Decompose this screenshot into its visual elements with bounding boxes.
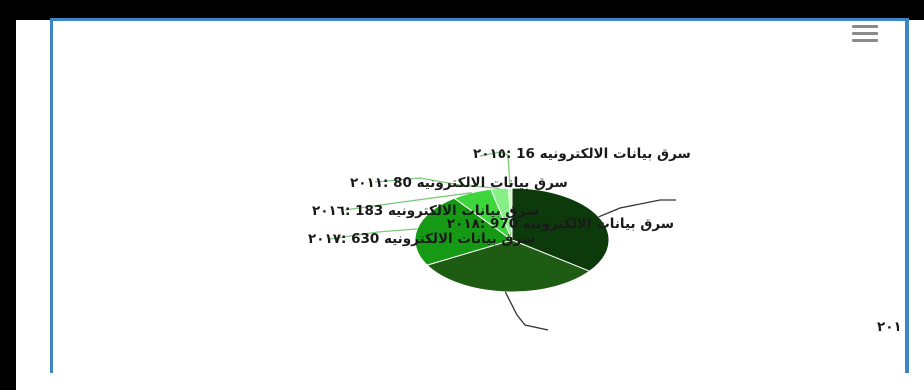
hamburger-line-2 (852, 32, 878, 35)
data-label-3: سرق بيانات الالكترونيه 183 :٢٠١٦ (312, 203, 539, 219)
data-label-0: سرق بيانات الالكترونيه 970 :٢٠١٨ (447, 216, 674, 232)
connector-line-5 (479, 151, 511, 189)
chart-menu-button[interactable] (850, 21, 880, 47)
connector-line-3 (344, 192, 472, 211)
data-label-1: سرق بيانات الالكترونيه 873 :٢٠١٩ (877, 319, 924, 335)
pie-slice-5[interactable] (507, 187, 513, 241)
data-label-4: سرق بيانات الالكترونيه 80 :٢٠١١ (350, 175, 568, 191)
pie-slice-2[interactable] (414, 197, 514, 266)
connector-line-4 (374, 177, 500, 190)
pie-slice-0[interactable] (511, 187, 610, 272)
data-label-2: سرق بيانات الالكترونيه 630 :٢٠١٧ (308, 231, 535, 247)
hamburger-menu-icon (852, 25, 878, 28)
connector-line-2 (329, 228, 418, 240)
data-label-5: سرق بيانات الالكترونيه 16 :٢٠١٥ (473, 146, 691, 162)
pie-slice-1[interactable] (426, 239, 591, 293)
connector-line-1 (504, 291, 549, 331)
connector-line-0 (598, 199, 676, 218)
hamburger-line-3 (852, 39, 878, 42)
